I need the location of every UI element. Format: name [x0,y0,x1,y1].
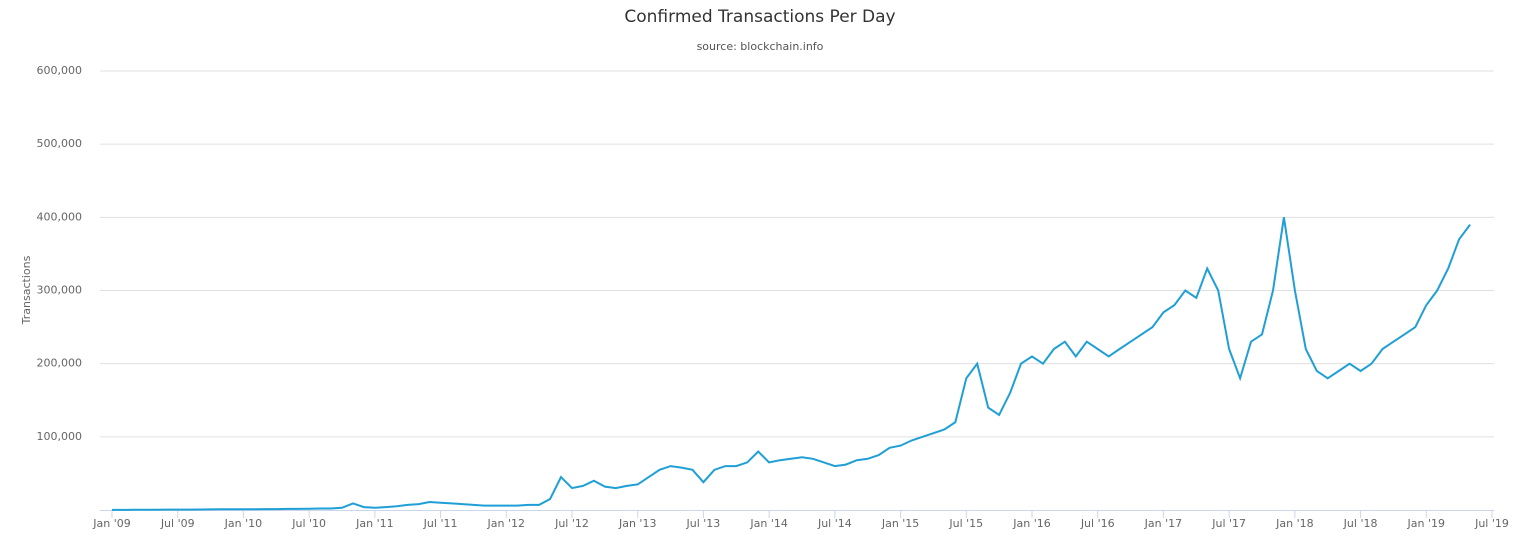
x-tick-label: Jul '15 [948,517,983,530]
data-line [112,217,1471,511]
x-tick-label: Jul '10 [291,517,326,530]
x-tick-label: Jul '17 [1211,517,1246,530]
x-tick-label: Jul '12 [554,517,589,530]
x-tick-label: Jan '11 [355,517,393,530]
y-tick-label: 600,000 [37,64,83,77]
x-tick-label: Jan '16 [1012,517,1050,530]
x-tick-label: Jul '14 [817,517,852,530]
x-tick-label: Jan '15 [881,517,919,530]
x-tick-label: Jan '09 [92,517,130,530]
x-tick-label: Jan '10 [224,517,262,530]
y-tick-label: 300,000 [37,284,83,297]
x-tick-label: Jan '19 [1407,517,1445,530]
x-tick-label: Jul '16 [1080,517,1115,530]
x-tick-label: Jan '13 [618,517,656,530]
x-tick-label: Jan '12 [487,517,525,530]
chart-title: Confirmed Transactions Per Day [624,7,895,27]
y-axis-label: Transactions [20,255,33,325]
x-tick-label: Jul '18 [1343,517,1378,530]
y-tick-label: 400,000 [37,210,83,223]
x-tick-label: Jan '14 [749,517,787,530]
x-tick-label: Jul '09 [160,517,195,530]
y-tick-label: 100,000 [37,430,83,443]
y-tick-label: 500,000 [37,137,83,150]
x-tick-label: Jan '18 [1275,517,1313,530]
chart-subtitle: source: blockchain.info [697,40,824,53]
x-tick-label: Jul '19 [1474,517,1509,530]
y-tick-label: 200,000 [37,357,83,370]
x-tick-label: Jul '13 [686,517,721,530]
x-tick-label: Jul '11 [423,517,458,530]
x-tick-label: Jan '17 [1144,517,1182,530]
